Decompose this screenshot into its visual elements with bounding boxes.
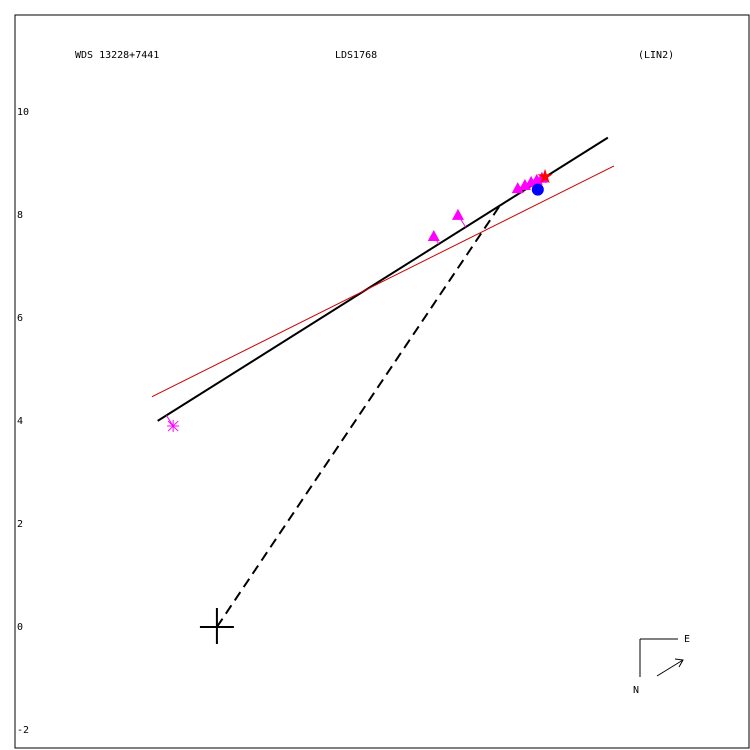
- circle-point: [531, 183, 544, 196]
- origin-cross: [199, 607, 234, 644]
- triangle-point: [451, 208, 464, 220]
- fit-line: [216, 204, 502, 628]
- fit-line: [151, 165, 615, 398]
- y-tick-label: 8: [17, 210, 23, 221]
- compass-north-label: N: [633, 685, 639, 696]
- compass-east-label: E: [684, 634, 690, 645]
- asterisk-point: [167, 420, 180, 433]
- plot-frame: [14, 14, 750, 749]
- compass: E N: [633, 634, 690, 696]
- triangle-point: [511, 182, 524, 194]
- star-point: [537, 168, 553, 184]
- chart-subtitle: LDS1768: [335, 50, 377, 61]
- arrow-head: [674, 658, 684, 668]
- triangle-point: [518, 178, 531, 190]
- chart-title: WDS 13228+7441: [75, 50, 159, 61]
- annotation: (LIN2): [638, 50, 674, 61]
- y-tick-label: 4: [17, 416, 23, 427]
- y-tick-label: 2: [17, 519, 23, 530]
- y-tick-label: 6: [17, 313, 23, 324]
- motion-arrow: [656, 659, 684, 677]
- y-tick-label: 0: [17, 622, 23, 633]
- triangle-point: [427, 229, 440, 241]
- y-tick-label: -2: [17, 725, 29, 736]
- y-tick-label: 10: [17, 107, 29, 118]
